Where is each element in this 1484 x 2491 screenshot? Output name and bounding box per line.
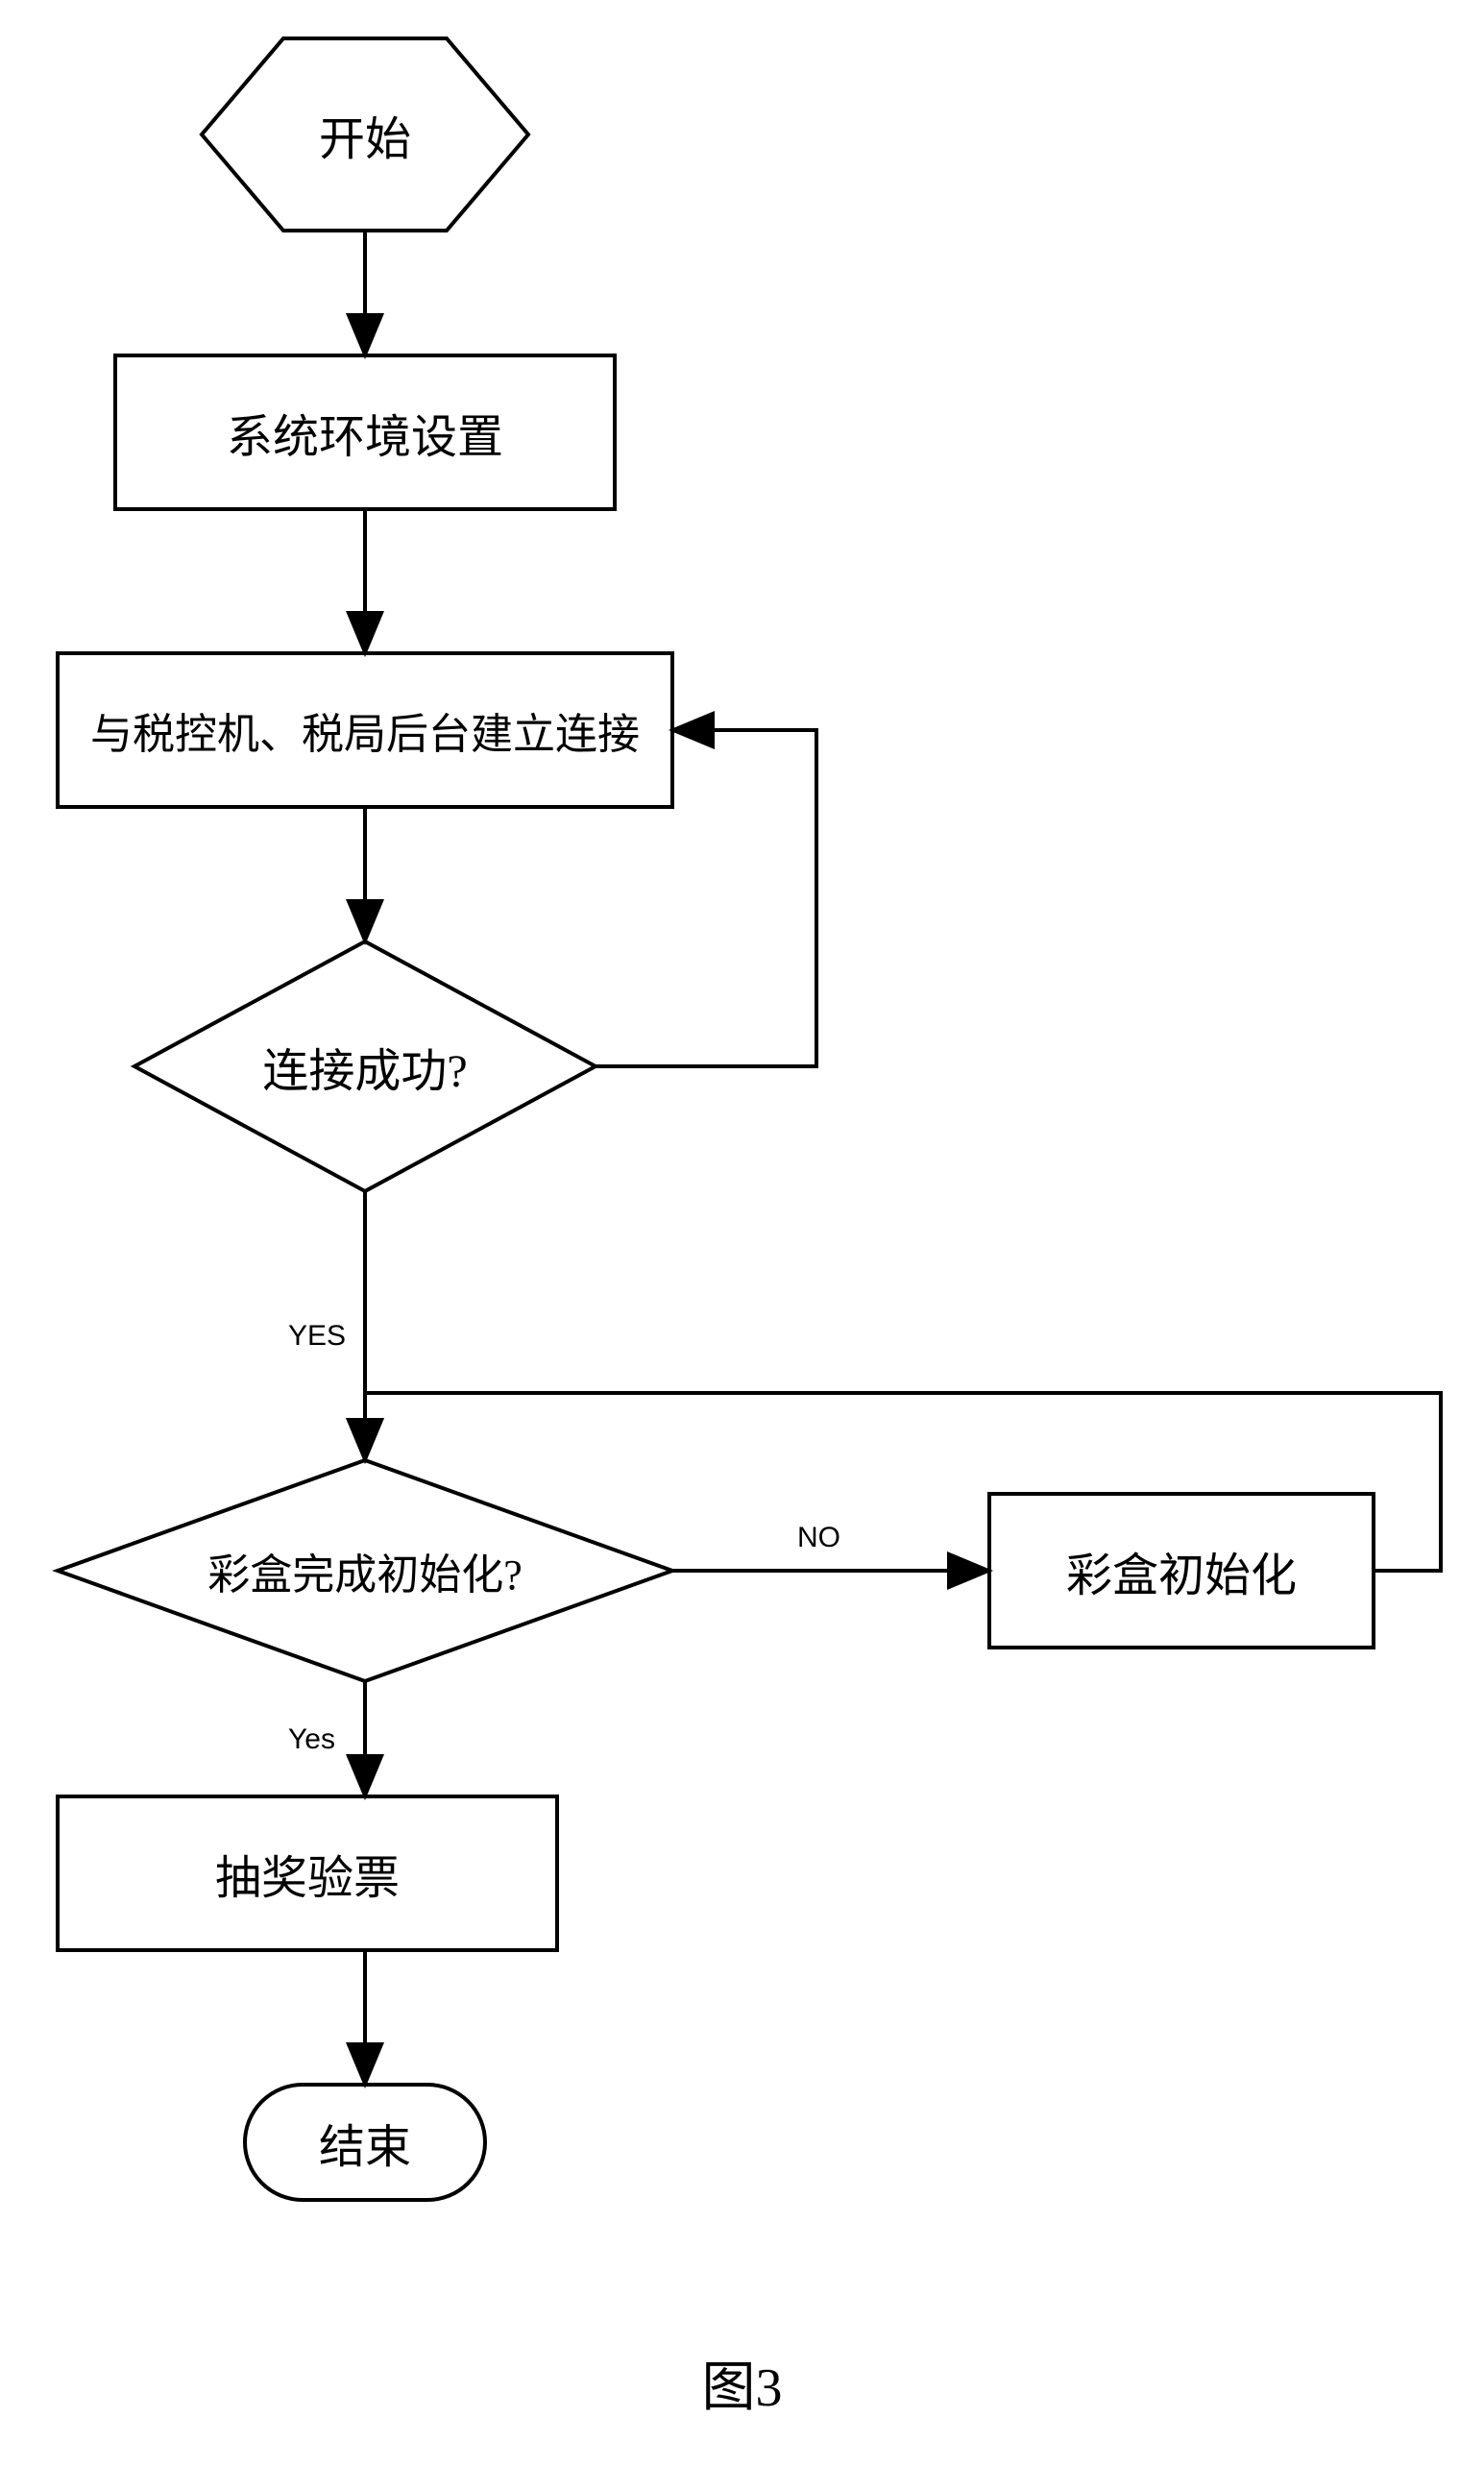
q-conn-node: 连接成功?: [134, 941, 596, 1191]
q-init-node: 彩盒完成初始化?: [58, 1460, 672, 1681]
connect-node: 与税控机、税局后台建立连接: [58, 653, 672, 807]
figure-label: 图3: [0, 2344, 1484, 2421]
env-node: 系统环境设置: [115, 355, 615, 509]
flowchart-canvas: YES NO Yes 开始 系统环境设置 与税控机、税局后台建立连接 连接成功? 彩…: [0, 0, 1484, 2491]
draw-node: 抽奖验票: [58, 1796, 557, 1950]
end-node: 结束: [245, 2085, 485, 2200]
svg-text:NO: NO: [797, 1522, 840, 1553]
svg-text:Yes: Yes: [288, 1723, 335, 1755]
init-node: 彩盒初始化: [989, 1494, 1374, 1648]
svg-text:YES: YES: [288, 1320, 346, 1352]
start-node: 开始: [202, 38, 528, 231]
